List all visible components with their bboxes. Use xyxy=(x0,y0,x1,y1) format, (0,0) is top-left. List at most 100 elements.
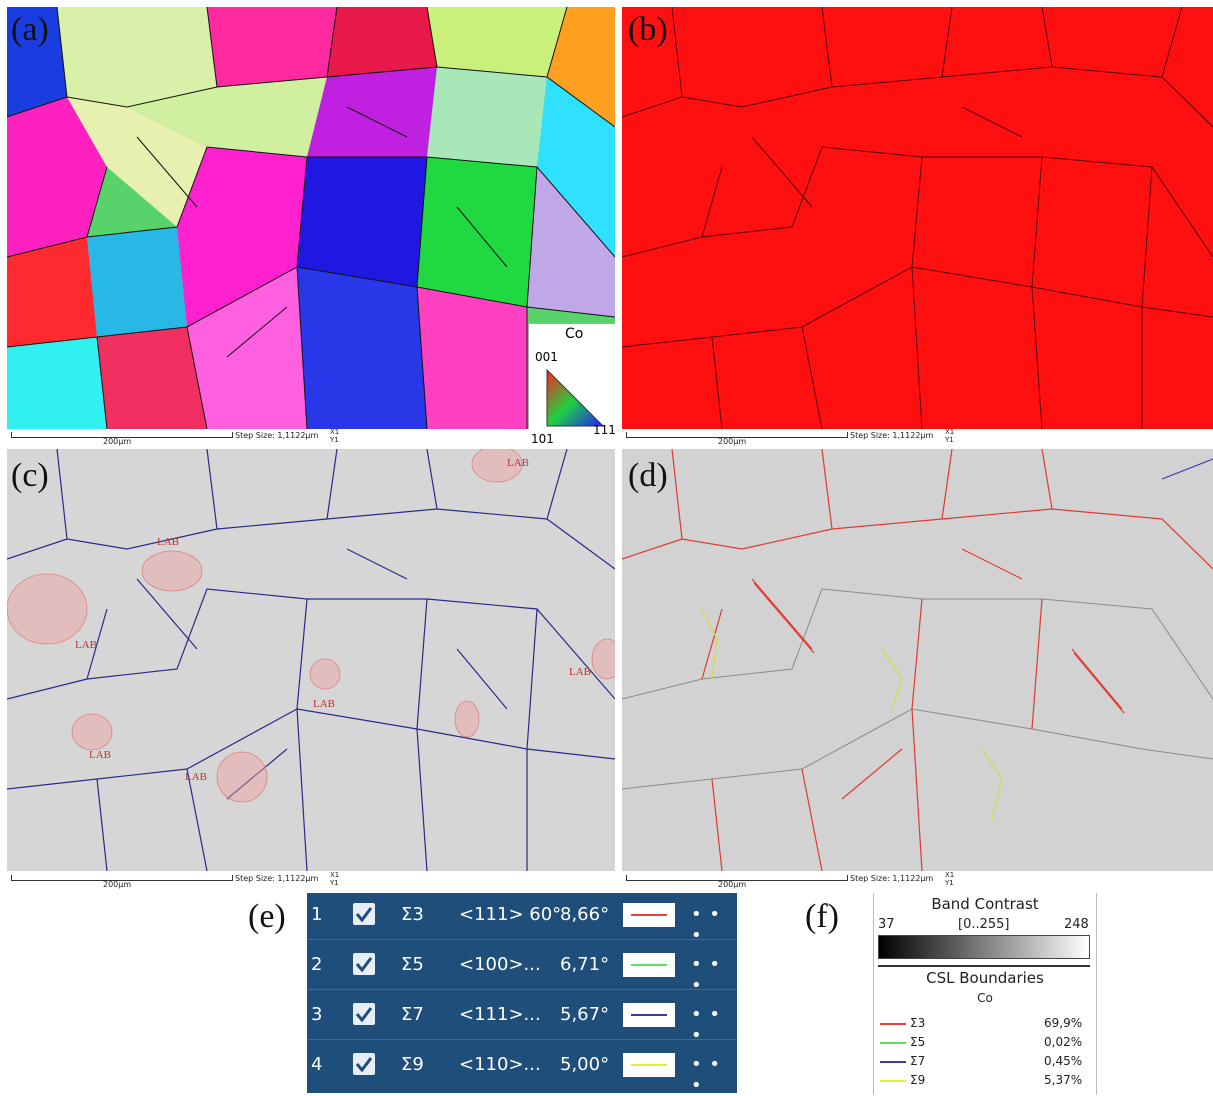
step-size-text: Step Size: 1,1122μm xyxy=(850,431,934,440)
row-sigma: Σ5 xyxy=(401,954,424,975)
legend-entry-sigma3: Σ3 69,9% xyxy=(874,1015,1096,1033)
legend-sigma: Σ5 xyxy=(910,1035,926,1049)
axes-indicator: X1 Y1 xyxy=(945,871,955,887)
legend-entry-sigma9: Σ9 5,37% xyxy=(874,1072,1096,1090)
ipf-corner-001: 001 xyxy=(535,350,558,364)
ipf-corner-101: 101 xyxy=(531,432,554,446)
legend-line-swatch xyxy=(880,1023,906,1025)
lab-label: LAB xyxy=(507,457,529,469)
csl-row-2[interactable]: 2 Σ5 <100>... 6,71° • • • xyxy=(307,943,737,996)
boundary-lines-d xyxy=(622,449,1213,871)
panel-label-f: (f) xyxy=(805,898,839,935)
scale-bar-b: 200μm Step Size: 1,1122μm X1 Y1 xyxy=(622,428,962,450)
panel-d-csl-map: (d) xyxy=(622,449,1213,871)
legend-sigma: Σ7 xyxy=(910,1054,926,1068)
step-size-text: Step Size: 1,1122μm xyxy=(850,874,934,883)
row-checkbox[interactable] xyxy=(353,903,375,925)
lab-label: LAB xyxy=(89,749,111,761)
csl-row-1[interactable]: 1 Σ3 <111> 60° 8,66° • • • xyxy=(307,893,737,946)
legend-line-swatch xyxy=(880,1042,906,1044)
row-color-swatch[interactable] xyxy=(623,903,675,927)
row-value: 6,71° xyxy=(560,954,610,975)
scale-bar-length: 200μm xyxy=(718,880,747,889)
scale-bar-length: 200μm xyxy=(103,880,132,889)
csl-row-4[interactable]: 4 Σ9 <110>... 5,00° • • • xyxy=(307,1043,737,1096)
legend-line-swatch xyxy=(880,1080,906,1082)
scale-bar-line xyxy=(11,875,233,881)
panel-label-d: (d) xyxy=(628,457,668,494)
scale-bar-line xyxy=(11,432,233,438)
row-color-swatch[interactable] xyxy=(623,953,675,977)
csl-settings-table: 1 Σ3 <111> 60° 8,66° • • • 2 Σ5 <100>...… xyxy=(307,893,737,1096)
band-contrast-title: Band Contrast xyxy=(931,895,1039,913)
lab-label: LAB xyxy=(569,666,591,678)
legend-sigma: Σ3 xyxy=(910,1016,926,1030)
lab-label: LAB xyxy=(313,698,335,710)
row-sigma: Σ3 xyxy=(401,904,424,925)
step-size-text: Step Size: 1,1122μm xyxy=(235,874,319,883)
axes-indicator: X1 Y1 xyxy=(330,871,340,887)
ipf-legend: Co 001 xyxy=(528,323,615,429)
scale-bar-length: 200μm xyxy=(103,437,132,446)
ipf-legend-phase: Co xyxy=(565,326,584,342)
row-value: 8,66° xyxy=(560,904,610,925)
step-size-text: Step Size: 1,1122μm xyxy=(235,431,319,440)
axes-indicator: X1 Y1 xyxy=(330,428,340,444)
scale-bar-line xyxy=(626,875,848,881)
scale-bar-a: 200μm Step Size: 1,1122μm X1 Y1 xyxy=(7,428,347,450)
panel-b-phase-map: (b) xyxy=(622,7,1213,429)
row-index: 2 xyxy=(311,954,323,975)
ipf-grain-map xyxy=(7,7,615,429)
band-contrast-legend: Band Contrast 37 [0..255] 248 CSL Bounda… xyxy=(873,893,1097,1095)
csl-boundaries-title: CSL Boundaries xyxy=(926,969,1044,987)
panel-label-b: (b) xyxy=(628,11,668,48)
row-index: 3 xyxy=(311,1004,323,1025)
row-sigma: Σ9 xyxy=(401,1054,424,1075)
row-index: 1 xyxy=(311,904,323,925)
panel-label-c: (c) xyxy=(11,457,49,494)
checkmark-icon xyxy=(355,1007,373,1023)
boundary-lines-c xyxy=(7,449,615,871)
row-checkbox[interactable] xyxy=(353,953,375,975)
scale-bar-line xyxy=(626,432,848,438)
row-more-button[interactable]: • • • xyxy=(691,1004,721,1046)
checkmark-icon xyxy=(355,957,373,973)
panel-label-e: (e) xyxy=(248,898,286,935)
panel-label-a: (a) xyxy=(11,11,49,48)
row-color-swatch[interactable] xyxy=(623,1053,675,1077)
ipf-corner-111: 111 xyxy=(593,423,616,437)
band-contrast-min: 37 xyxy=(878,917,895,932)
row-axis: <111> 60° xyxy=(459,904,562,925)
row-axis: <110>... xyxy=(459,1054,541,1075)
grayscale-bar xyxy=(878,935,1090,959)
checkmark-icon xyxy=(355,907,373,923)
scale-bar-d: 200μm Step Size: 1,1122μm X1 Y1 xyxy=(622,871,962,893)
lab-label: LAB xyxy=(157,536,179,548)
row-checkbox[interactable] xyxy=(353,1003,375,1025)
row-color-swatch[interactable] xyxy=(623,1003,675,1027)
legend-sigma: Σ9 xyxy=(910,1073,926,1087)
ipf-color-triangle xyxy=(546,368,605,427)
panel-a-ipf-map: (a) Co 001 xyxy=(7,7,615,429)
band-contrast-max: 248 xyxy=(1064,917,1089,932)
legend-percent: 0,02% xyxy=(1044,1035,1083,1049)
band-contrast-range: [0..255] xyxy=(958,917,1010,932)
row-more-button[interactable]: • • • xyxy=(691,904,721,946)
row-axis: <100>... xyxy=(459,954,541,975)
row-value: 5,67° xyxy=(560,1004,610,1025)
lab-label: LAB xyxy=(185,771,207,783)
legend-entry-sigma5: Σ5 0,02% xyxy=(874,1034,1096,1052)
row-checkbox[interactable] xyxy=(353,1053,375,1075)
csl-row-3[interactable]: 3 Σ7 <111>... 5,67° • • • xyxy=(307,993,737,1046)
row-more-button[interactable]: • • • xyxy=(691,1054,721,1096)
lab-label: LAB xyxy=(75,639,97,651)
row-more-button[interactable]: • • • xyxy=(691,954,721,996)
panel-c-boundary-map: LAB LAB LAB LAB LAB LAB LAB (c) xyxy=(7,449,615,871)
phase-grain-boundaries xyxy=(622,7,1213,429)
legend-percent: 69,9% xyxy=(1044,1016,1083,1030)
scale-bar-c: 200μm Step Size: 1,1122μm X1 Y1 xyxy=(7,871,347,893)
row-axis: <111>... xyxy=(459,1004,541,1025)
row-value: 5,00° xyxy=(560,1054,610,1075)
row-index: 4 xyxy=(311,1054,323,1075)
row-sigma: Σ7 xyxy=(401,1004,424,1025)
